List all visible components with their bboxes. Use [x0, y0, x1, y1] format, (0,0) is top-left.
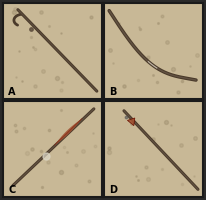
Polygon shape: [128, 118, 135, 126]
Text: D: D: [109, 185, 117, 195]
Polygon shape: [54, 118, 82, 145]
Text: B: B: [109, 87, 117, 97]
Text: A: A: [8, 87, 15, 97]
Text: C: C: [8, 185, 15, 195]
